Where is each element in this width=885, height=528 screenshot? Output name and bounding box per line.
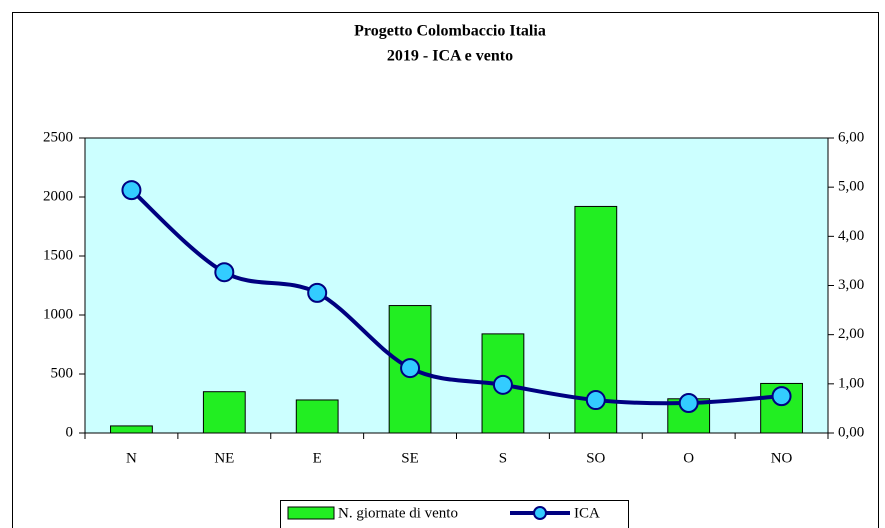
x-tick-label: SE xyxy=(401,450,419,466)
marker xyxy=(214,262,235,283)
marker xyxy=(771,386,792,407)
y2-tick-label: 0,00 xyxy=(838,424,864,440)
x-tick-label: S xyxy=(499,450,507,466)
marker xyxy=(400,358,421,379)
y-tick-label: 0 xyxy=(66,424,74,440)
legend-swatch xyxy=(287,506,335,520)
plot-area xyxy=(84,137,829,434)
y2-tick-label: 4,00 xyxy=(838,228,864,244)
bar xyxy=(295,399,339,434)
legend-box xyxy=(280,500,629,528)
marker xyxy=(121,180,142,201)
chart-title: Progetto Colombaccio Italia xyxy=(354,23,546,40)
y-tick-label: 500 xyxy=(51,365,74,381)
x-tick-label: O xyxy=(683,450,694,466)
marker xyxy=(585,390,606,411)
legend-label: ICA xyxy=(574,505,600,521)
y2-tick-label: 2,00 xyxy=(838,326,864,342)
bar xyxy=(202,391,246,434)
y-tick-label: 2500 xyxy=(43,129,73,145)
y2-tick-label: 3,00 xyxy=(838,277,864,293)
marker xyxy=(678,393,699,414)
x-tick-label: NO xyxy=(771,450,793,466)
bar xyxy=(110,425,153,434)
x-tick-label: E xyxy=(313,450,322,466)
y-tick-label: 2000 xyxy=(43,188,73,204)
marker xyxy=(492,374,513,395)
legend-label: N. giornate di vento xyxy=(338,505,458,521)
y-tick-label: 1500 xyxy=(43,247,73,263)
marker xyxy=(307,282,328,303)
chart-subtitle: 2019 - ICA e vento xyxy=(387,48,513,65)
y2-tick-label: 1,00 xyxy=(838,375,864,391)
x-tick-label: N xyxy=(126,450,137,466)
y2-tick-label: 5,00 xyxy=(838,179,864,195)
x-tick-label: NE xyxy=(214,450,234,466)
x-tick-label: SO xyxy=(586,450,605,466)
y-tick-label: 1000 xyxy=(43,306,73,322)
y2-tick-label: 6,00 xyxy=(838,129,864,145)
legend-swatch xyxy=(533,506,547,520)
